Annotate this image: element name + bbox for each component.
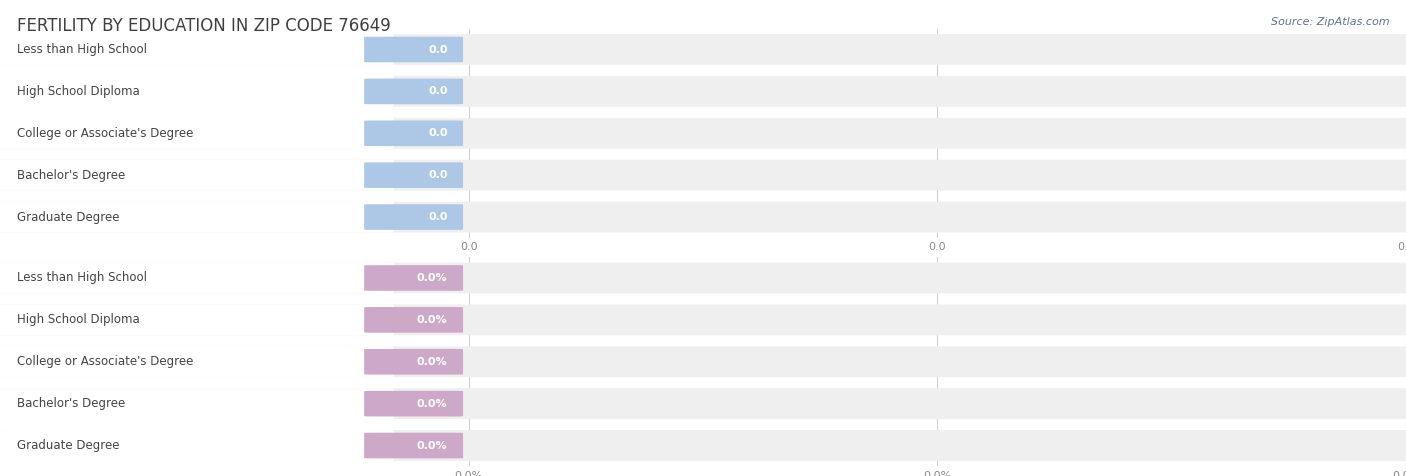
- Text: Bachelor's Degree: Bachelor's Degree: [17, 397, 125, 410]
- Text: 0.0: 0.0: [427, 170, 447, 180]
- Text: 0.0: 0.0: [427, 44, 447, 55]
- Text: 0.0: 0.0: [427, 86, 447, 97]
- Text: College or Associate's Degree: College or Associate's Degree: [17, 355, 193, 368]
- FancyBboxPatch shape: [0, 76, 1406, 107]
- FancyBboxPatch shape: [0, 118, 394, 149]
- Text: 0.0%: 0.0%: [418, 273, 447, 283]
- Text: 0.0%: 0.0%: [418, 357, 447, 367]
- FancyBboxPatch shape: [364, 391, 463, 416]
- Text: 0.0: 0.0: [427, 128, 447, 139]
- Text: 0.0%: 0.0%: [418, 440, 447, 451]
- Text: College or Associate's Degree: College or Associate's Degree: [17, 127, 193, 140]
- Text: High School Diploma: High School Diploma: [17, 85, 139, 98]
- FancyBboxPatch shape: [0, 305, 394, 335]
- FancyBboxPatch shape: [0, 118, 1406, 149]
- Text: High School Diploma: High School Diploma: [17, 313, 139, 327]
- FancyBboxPatch shape: [0, 388, 1406, 419]
- FancyBboxPatch shape: [364, 265, 463, 291]
- FancyBboxPatch shape: [0, 347, 1406, 377]
- FancyBboxPatch shape: [364, 204, 463, 230]
- Text: FERTILITY BY EDUCATION IN ZIP CODE 76649: FERTILITY BY EDUCATION IN ZIP CODE 76649: [17, 17, 391, 35]
- Text: 0.0%: 0.0%: [418, 315, 447, 325]
- Text: Graduate Degree: Graduate Degree: [17, 210, 120, 224]
- Text: Graduate Degree: Graduate Degree: [17, 439, 120, 452]
- Text: Bachelor's Degree: Bachelor's Degree: [17, 169, 125, 182]
- FancyBboxPatch shape: [0, 263, 1406, 293]
- FancyBboxPatch shape: [0, 202, 1406, 232]
- FancyBboxPatch shape: [364, 349, 463, 375]
- FancyBboxPatch shape: [0, 347, 394, 377]
- Text: 0.0%: 0.0%: [418, 398, 447, 409]
- FancyBboxPatch shape: [0, 305, 1406, 335]
- FancyBboxPatch shape: [0, 388, 394, 419]
- FancyBboxPatch shape: [0, 76, 394, 107]
- Text: Less than High School: Less than High School: [17, 271, 146, 285]
- FancyBboxPatch shape: [0, 160, 1406, 190]
- FancyBboxPatch shape: [364, 79, 463, 104]
- FancyBboxPatch shape: [0, 202, 394, 232]
- FancyBboxPatch shape: [364, 307, 463, 333]
- FancyBboxPatch shape: [0, 160, 394, 190]
- FancyBboxPatch shape: [364, 37, 463, 62]
- FancyBboxPatch shape: [364, 120, 463, 146]
- FancyBboxPatch shape: [0, 430, 394, 461]
- FancyBboxPatch shape: [0, 34, 1406, 65]
- FancyBboxPatch shape: [0, 430, 1406, 461]
- FancyBboxPatch shape: [0, 34, 394, 65]
- FancyBboxPatch shape: [0, 263, 394, 293]
- FancyBboxPatch shape: [364, 162, 463, 188]
- FancyBboxPatch shape: [364, 433, 463, 458]
- Text: Less than High School: Less than High School: [17, 43, 146, 56]
- Text: 0.0: 0.0: [427, 212, 447, 222]
- Text: Source: ZipAtlas.com: Source: ZipAtlas.com: [1271, 17, 1389, 27]
